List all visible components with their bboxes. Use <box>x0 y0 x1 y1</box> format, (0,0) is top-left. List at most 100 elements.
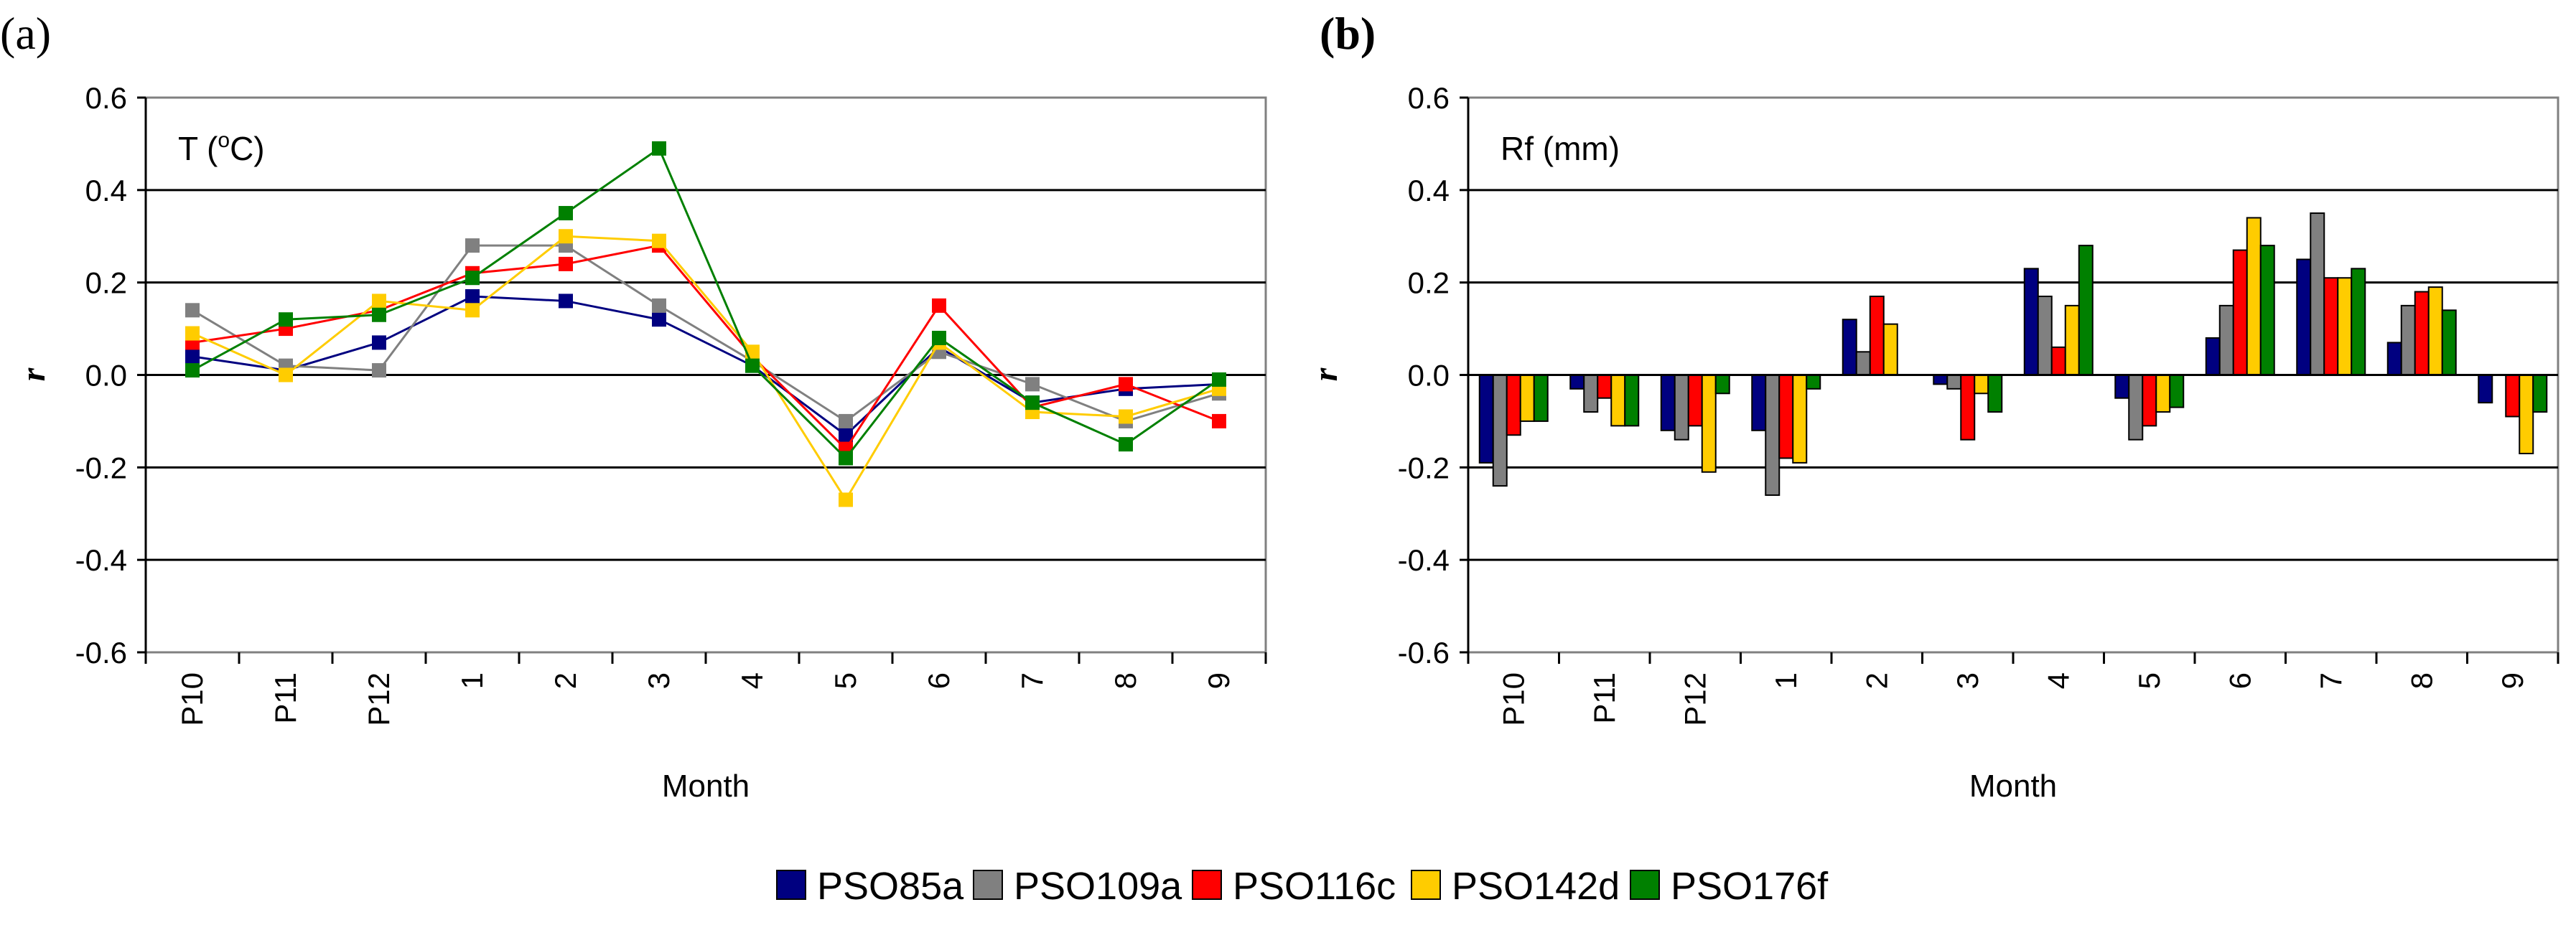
data-point-PSO116c <box>559 256 573 271</box>
y-tick-label: -0.4 <box>1398 543 1450 577</box>
y-tick-label: 0.6 <box>1408 81 1450 115</box>
data-point-PSO176f <box>652 141 666 156</box>
annotation-temperature: T (oC) <box>178 128 265 167</box>
bar-PSO116c <box>1869 295 1885 376</box>
bar-PSO176f <box>1624 374 1640 427</box>
bar-PSO142d <box>1792 374 1808 464</box>
y-tick-label: -0.6 <box>1398 636 1450 670</box>
bar-PSO176f <box>1987 374 2003 413</box>
data-point-PSO176f <box>839 451 853 466</box>
data-point-PSO109a <box>1025 377 1040 392</box>
data-point-PSO85a <box>465 288 480 304</box>
y-axis-label-a: r <box>14 367 52 381</box>
bar-PSO109a <box>2400 304 2416 376</box>
bar-PSO85a <box>2023 268 2039 376</box>
y-tick-label: 0.0 <box>85 359 127 393</box>
y-tick-label: 0.4 <box>1408 174 1450 207</box>
series-line-PSO142d <box>192 235 1220 502</box>
x-tick-label: 3 <box>642 672 676 689</box>
y-tick-label: 0.2 <box>1408 266 1450 300</box>
bar-PSO142d <box>2427 286 2443 376</box>
bar-PSO176f <box>2078 245 2094 376</box>
legend-label: PSO176f <box>1671 865 1829 908</box>
bar-PSO116c <box>2142 374 2157 427</box>
x-axis-label-a: Month <box>662 769 750 804</box>
x-tick-label: 6 <box>2223 672 2257 689</box>
legend-swatch-PSO116c <box>1192 870 1222 900</box>
data-point-PSO176f <box>1025 395 1040 410</box>
bar-PSO85a <box>2205 337 2221 376</box>
data-point-PSO176f <box>372 307 386 322</box>
x-tick-label: 4 <box>2041 672 2075 689</box>
legend-label: PSO142d <box>1452 865 1620 908</box>
legend-swatch-PSO85a <box>776 870 806 900</box>
x-tick-label: 9 <box>2496 672 2529 689</box>
bar-PSO176f <box>2441 309 2457 376</box>
bar-PSO142d <box>1974 374 1989 395</box>
bar-PSO85a <box>2478 374 2493 404</box>
x-tick-label: 8 <box>1109 672 1142 689</box>
data-point-PSO109a <box>372 363 386 378</box>
bar-PSO109a <box>2037 295 2053 376</box>
bar-PSO176f <box>1714 374 1730 395</box>
bar-PSO142d <box>1882 323 1898 376</box>
x-tick-label: 7 <box>2314 672 2348 689</box>
rainfall-bar-chart: 0.6 0.4 0.2 0.0 -0.2 -0.4 -0.6 P10 P11 P12 1 2 3 4 5 6… <box>1307 81 2559 804</box>
data-point-PSO142d <box>652 233 666 248</box>
x-tick-label: P12 <box>1678 672 1712 726</box>
x-tick-label: 2 <box>549 672 582 689</box>
y-axis-label-b: r <box>1307 367 1345 381</box>
bar-PSO116c <box>2050 346 2066 376</box>
data-point-PSO85a <box>559 294 573 309</box>
panel-label-a: (a) <box>0 8 51 59</box>
bar-PSO109a <box>2218 304 2234 376</box>
bar-PSO116c <box>2323 277 2339 376</box>
x-tick-label: 1 <box>455 672 489 689</box>
legend-label: PSO85a <box>817 865 964 908</box>
bar-PSO116c <box>1597 374 1613 399</box>
x-tick-label: 6 <box>922 672 956 689</box>
data-point-PSO176f <box>932 330 946 345</box>
data-point-PSO176f <box>559 206 573 221</box>
bar-PSO176f <box>1533 374 1549 422</box>
data-point-PSO176f <box>1119 437 1133 452</box>
bar-PSO142d <box>1610 374 1626 427</box>
bar-PSO116c <box>1778 374 1794 459</box>
bar-PSO85a <box>1569 374 1585 390</box>
x-tick-label: 5 <box>829 672 862 689</box>
y-tick-label: 0.2 <box>85 266 127 300</box>
x-tick-label: 4 <box>735 672 769 689</box>
x-tick-label: 9 <box>1202 672 1236 689</box>
x-tick-label: 1 <box>1769 672 1803 689</box>
bar-PSO176f <box>2259 245 2275 376</box>
y-tick-label: 0.6 <box>85 81 127 115</box>
bar-PSO176f <box>2351 268 2366 376</box>
x-tick-label: 2 <box>1859 672 1893 689</box>
x-tick-label: P10 <box>1496 672 1530 726</box>
x-axis-label-b: Month <box>1969 769 2057 804</box>
bar-PSO142d <box>2519 374 2534 455</box>
temperature-line-chart: 0.6 0.4 0.2 0.0 -0.2 -0.4 -0.6 P10 P11 P12 1 2 3 4 5 6… <box>14 81 1267 804</box>
legend-label: PSO109a <box>1014 865 1182 908</box>
bar-PSO176f <box>2169 374 2185 408</box>
bar-PSO109a <box>1765 374 1781 496</box>
bar-PSO85a <box>2114 374 2130 399</box>
bar-PSO85a <box>1751 374 1767 431</box>
bar-PSO142d <box>1519 374 1535 422</box>
legend-swatch-PSO109a <box>973 870 1003 900</box>
bar-PSO85a <box>1933 374 1949 385</box>
series-line-PSO176f <box>192 146 1220 460</box>
data-point-PSO85a <box>185 349 200 364</box>
data-point-PSO109a <box>465 238 480 253</box>
bar-PSO85a <box>1478 374 1494 464</box>
x-tick-label: P12 <box>362 672 396 726</box>
data-point-PSO176f <box>465 271 480 286</box>
bar-PSO142d <box>2246 217 2262 376</box>
annotation-rainfall: Rf (mm) <box>1501 130 1620 167</box>
data-point-PSO116c <box>1212 413 1226 428</box>
y-tick-label: 0.4 <box>85 174 127 207</box>
y-tick-label: -0.4 <box>75 543 127 577</box>
bar-PSO85a <box>2296 258 2312 376</box>
bar-PSO176f <box>1806 374 1821 390</box>
